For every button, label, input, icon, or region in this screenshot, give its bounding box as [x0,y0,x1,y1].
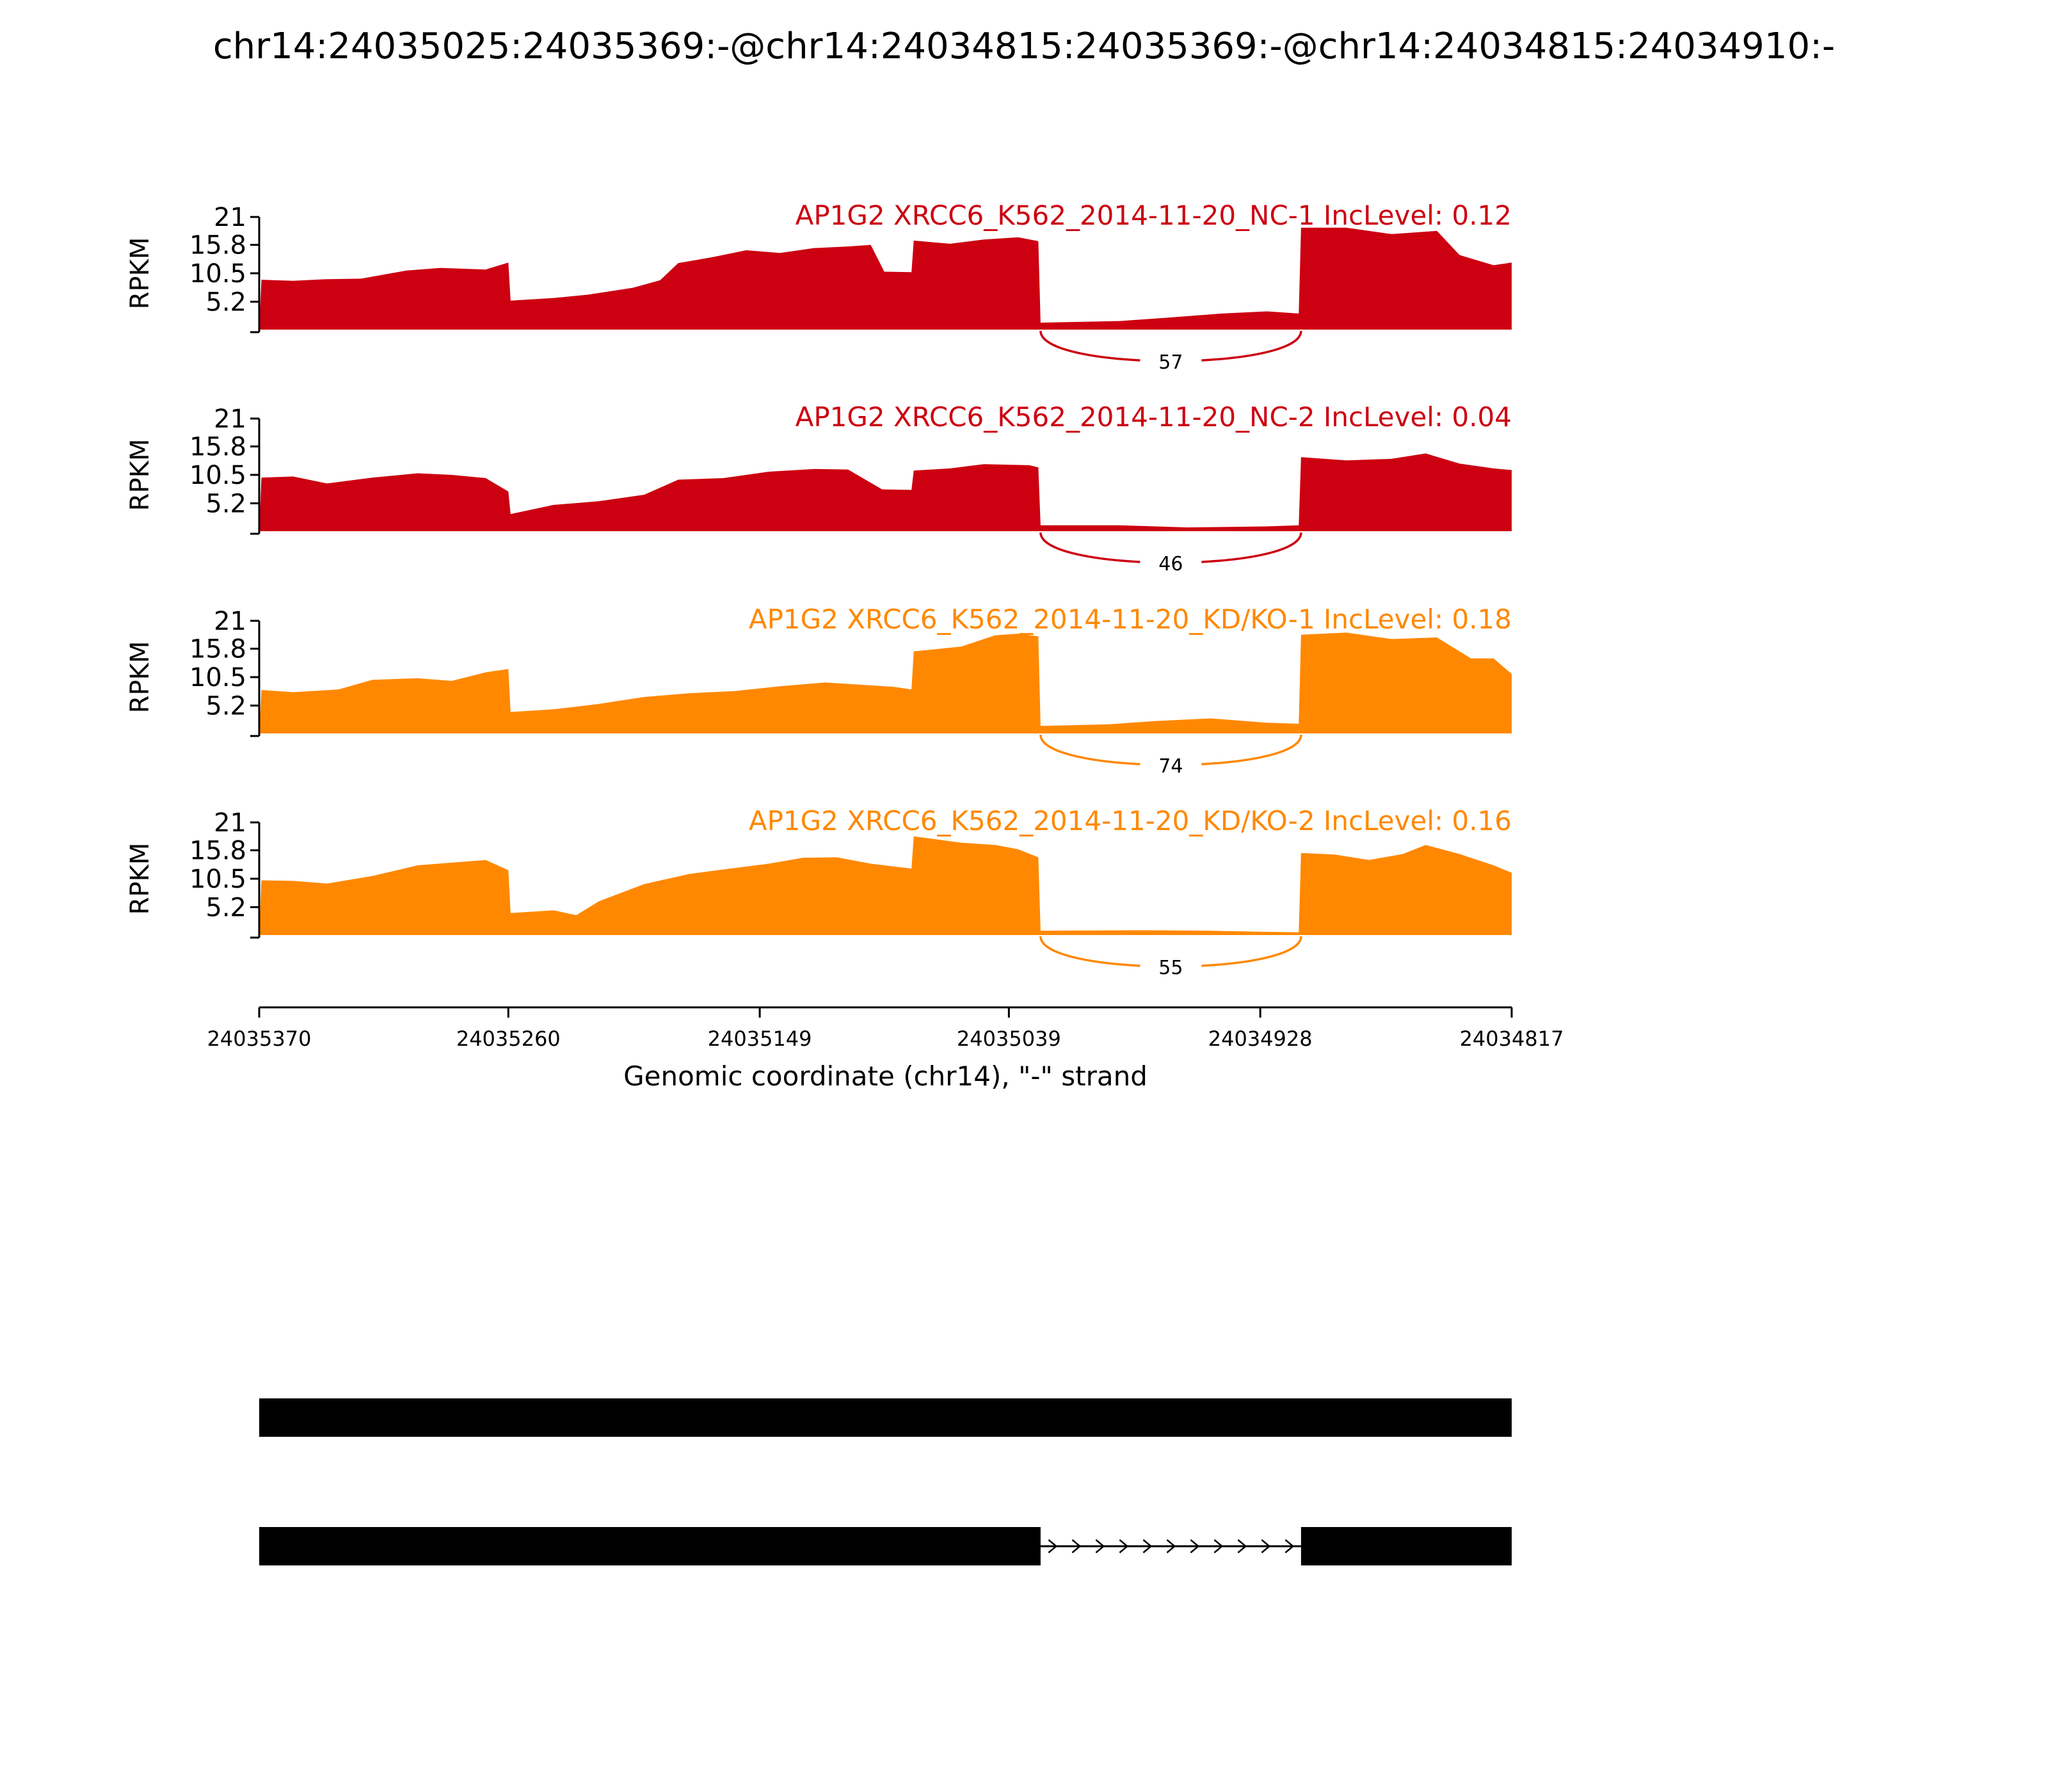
y-tick-label: 10.5 [189,461,246,490]
sample-label: AP1G2 XRCC6_K562_2014-11-20_NC-1 IncLeve… [796,200,1512,231]
exon-block [259,1398,1512,1437]
y-tick-label: 10.5 [189,259,246,289]
page-title: chr14:24035025:24035369:-@chr14:24034815… [212,26,1836,67]
x-tick-label: 24035039 [957,1027,1061,1051]
strand-arrow-icon [1190,1539,1200,1553]
gene-model-2 [259,1527,1512,1565]
x-tick-label: 24035370 [207,1027,312,1051]
junction-count: 55 [1158,957,1183,979]
gene-models [259,1398,1512,1565]
y-tick-label: 5.2 [205,287,246,317]
sample-label: AP1G2 XRCC6_K562_2014-11-20_NC-2 IncLeve… [796,401,1512,433]
junction-label-bg [1140,953,1202,979]
junction-label-bg [1140,549,1202,575]
coverage-area [259,227,1512,330]
y-tick-label: 15.8 [189,231,246,260]
junction-count: 46 [1158,553,1183,575]
strand-arrow-icon [1071,1539,1082,1553]
x-tick-label: 24034928 [1208,1027,1313,1051]
strand-arrow-icon [1095,1539,1105,1553]
x-axis: 24035370 24035260 24035149 24035039 24034928… [207,1006,1564,1092]
junction-label-bg [1140,751,1202,777]
strand-arrow-icon [1119,1539,1129,1553]
y-tick-label: 10.5 [189,663,246,692]
strand-arrow-icon [1261,1539,1271,1553]
x-tick-label: 24035260 [456,1027,561,1051]
junction-label-bg [1140,348,1202,373]
y-tick-label: 21 [214,808,246,838]
y-tick-label: 21 [214,404,246,434]
y-tick-label: 21 [214,203,246,232]
coverage-area [259,632,1512,733]
strand-arrow-icon [1166,1539,1176,1553]
y-axis-label: RPKM [125,641,155,714]
exon-block [1300,1527,1512,1565]
y-tick-label: 15.8 [189,635,246,664]
exon-block [259,1527,1041,1565]
gene-model-1 [259,1398,1512,1437]
x-axis-label: Genomic coordinate (chr14), "-" strand [623,1060,1148,1092]
y-tick-label: 5.2 [205,893,246,922]
y-tick-label: 21 [214,607,246,636]
junction-count: 57 [1158,351,1183,374]
y-tick-label: 5.2 [205,489,246,518]
junction-count: 74 [1158,755,1183,778]
strand-arrow-icon [1237,1539,1247,1553]
y-tick-label: 5.2 [205,691,246,721]
sample-label: AP1G2 XRCC6_K562_2014-11-20_KD/KO-2 IncL… [749,805,1512,836]
y-axis-label: RPKM [125,237,155,310]
strand-arrow-icon [1284,1539,1295,1553]
coverage-area [259,453,1512,531]
y-tick-label: 15.8 [189,836,246,866]
y-axis-label: RPKM [125,843,155,915]
y-axis-label: RPKM [125,439,155,511]
coverage-area [259,836,1512,935]
strand-arrow-icon [1213,1539,1224,1553]
y-tick-label: 15.8 [189,433,246,462]
x-tick-label: 24035149 [708,1027,812,1051]
strand-arrow-icon [1142,1539,1153,1553]
strand-arrow-icon [1048,1539,1058,1553]
x-tick-label: 24034817 [1460,1027,1564,1051]
y-tick-label: 10.5 [189,865,246,894]
sample-label: AP1G2 XRCC6_K562_2014-11-20_KD/KO-1 IncL… [749,604,1512,635]
